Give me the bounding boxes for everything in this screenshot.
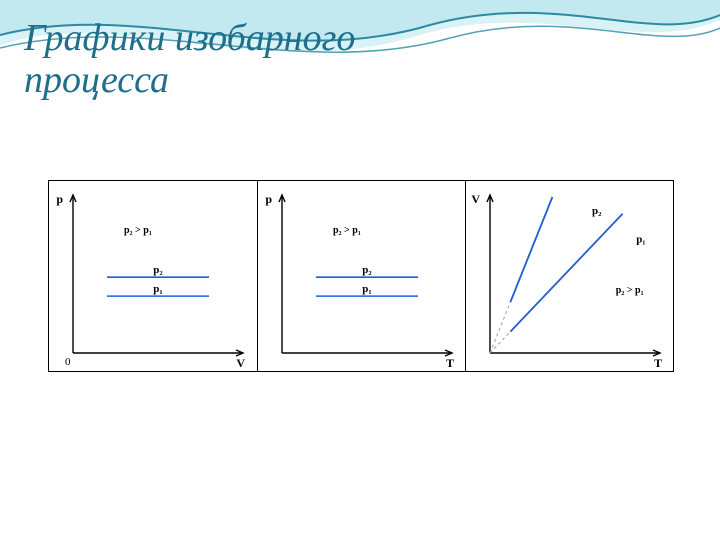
svg-text:T: T	[446, 356, 454, 370]
title-line-1: Графики изобарного	[24, 18, 355, 60]
svg-text:p₂: p₂	[153, 264, 163, 276]
chart-3: V Tp₂ p₁ p₂ > p₁	[465, 181, 673, 371]
svg-text:p₂: p₂	[592, 205, 602, 217]
chart-svg-3: V Tp₂ p₁ p₂ > p₁	[466, 181, 674, 371]
svg-text:p: p	[56, 192, 63, 206]
chart-svg-1: p V 0 p₂ > p₁ p₂ p₁	[49, 181, 257, 371]
svg-text:p₂: p₂	[362, 264, 372, 276]
svg-text:p₂ > p₁: p₂ > p₁	[124, 225, 152, 236]
title-line-2: процесса	[24, 60, 355, 102]
svg-text:p₂ > p₁: p₂ > p₁	[616, 285, 644, 296]
svg-text:0: 0	[65, 356, 71, 368]
svg-text:p₁: p₁	[636, 233, 645, 245]
svg-text:V: V	[471, 192, 480, 206]
svg-text:p: p	[265, 192, 272, 206]
chart-svg-2: p Tp₂ > p₁ p₂ p₁	[258, 181, 466, 371]
page-title: Графики изобарного процесса	[24, 18, 355, 102]
svg-text:V: V	[236, 356, 245, 370]
svg-text:p₁: p₁	[153, 283, 162, 295]
charts-container: p V 0 p₂ > p₁ p₂ p₁ p Tp₂ > p₁ p₂ p₁ V Tp₂ p₁ p₂ > p₁	[48, 180, 674, 372]
svg-text:T: T	[654, 356, 662, 370]
chart-2: p Tp₂ > p₁ p₂ p₁	[257, 181, 465, 371]
svg-text:p₁: p₁	[362, 283, 371, 295]
svg-text:p₂ > p₁: p₂ > p₁	[333, 225, 361, 236]
chart-1: p V 0 p₂ > p₁ p₂ p₁	[49, 181, 257, 371]
